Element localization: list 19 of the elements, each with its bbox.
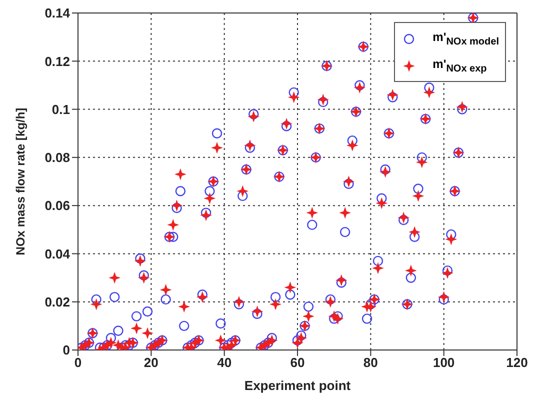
- x-tick-label: 0: [74, 355, 82, 370]
- y-tick-label: 0.14: [44, 6, 71, 21]
- y-tick-label: 0.08: [44, 150, 70, 166]
- x-tick-label: 20: [144, 355, 158, 370]
- y-tick-label: 0: [62, 342, 70, 358]
- x-tick-label: 80: [363, 355, 378, 370]
- y-axis-title: NOx mass flow rate [kg/h]: [13, 108, 28, 256]
- x-tick-label: 100: [432, 355, 455, 370]
- legend-label: m'$_{NOx exp}$: [432, 56, 487, 74]
- x-tick-label: 120: [506, 355, 528, 370]
- x-tick-label: 60: [290, 355, 305, 370]
- y-tick-label: 0.1: [52, 102, 70, 117]
- x-tick-label: 40: [217, 355, 232, 370]
- x-axis-title: Experiment point: [244, 378, 352, 393]
- y-tick-label: 0.02: [44, 294, 70, 310]
- legend-label: m'$_{NOx model}$: [432, 30, 499, 48]
- y-tick-label: 0.12: [44, 54, 70, 69]
- y-tick-label: 0.06: [44, 198, 70, 214]
- y-tick-label: 0.04: [44, 246, 71, 262]
